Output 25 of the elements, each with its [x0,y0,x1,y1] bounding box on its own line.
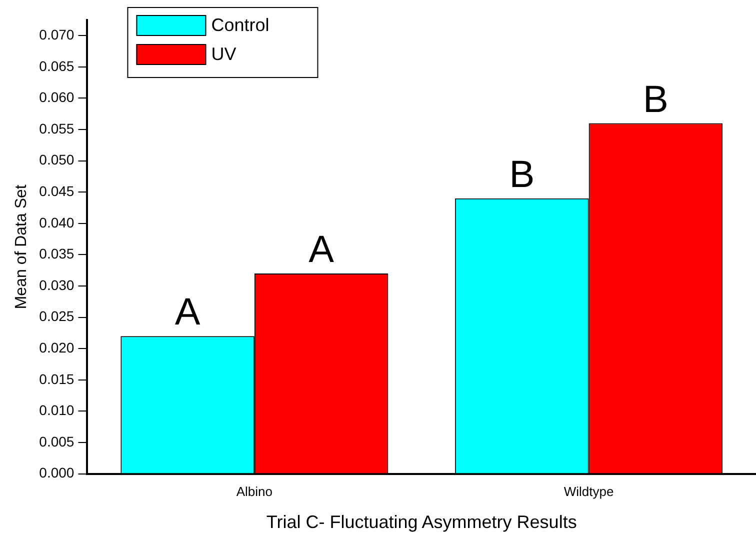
y-tick-label: 0.045 [39,182,74,199]
legend-label: Control [211,14,270,35]
data-label: A [174,292,201,334]
x-tick-label: Wildtype [564,484,614,500]
y-tick-label: 0.060 [39,89,74,106]
data-label: B [643,78,668,121]
y-tick-label: 0.000 [39,464,74,481]
legend-label: UV [211,44,236,64]
y-tick-label: 0.065 [39,58,74,74]
y-tick-label: 0.010 [39,402,74,418]
y-tick-label: 0.015 [39,370,74,387]
y-tick-label: 0.020 [39,339,74,356]
y-tick-label: 0.030 [39,276,74,293]
x-tick-label: Albino [236,484,272,500]
data-label: B [509,154,535,196]
y-tick-label: 0.050 [39,152,74,168]
y-tick-label: 0.025 [39,308,74,324]
x-axis-title: Trial C- Fluctuating Asymmetry Results [266,512,577,532]
y-tick-label: 0.055 [39,120,74,136]
y-tick-label: 0.005 [39,433,74,450]
y-tick-label: 0.070 [39,26,74,43]
y-tick-label: 0.040 [39,214,74,230]
y-axis-title: Mean of Data Set [13,184,30,310]
data-label: A [308,228,335,271]
y-tick-label: 0.035 [39,246,74,262]
